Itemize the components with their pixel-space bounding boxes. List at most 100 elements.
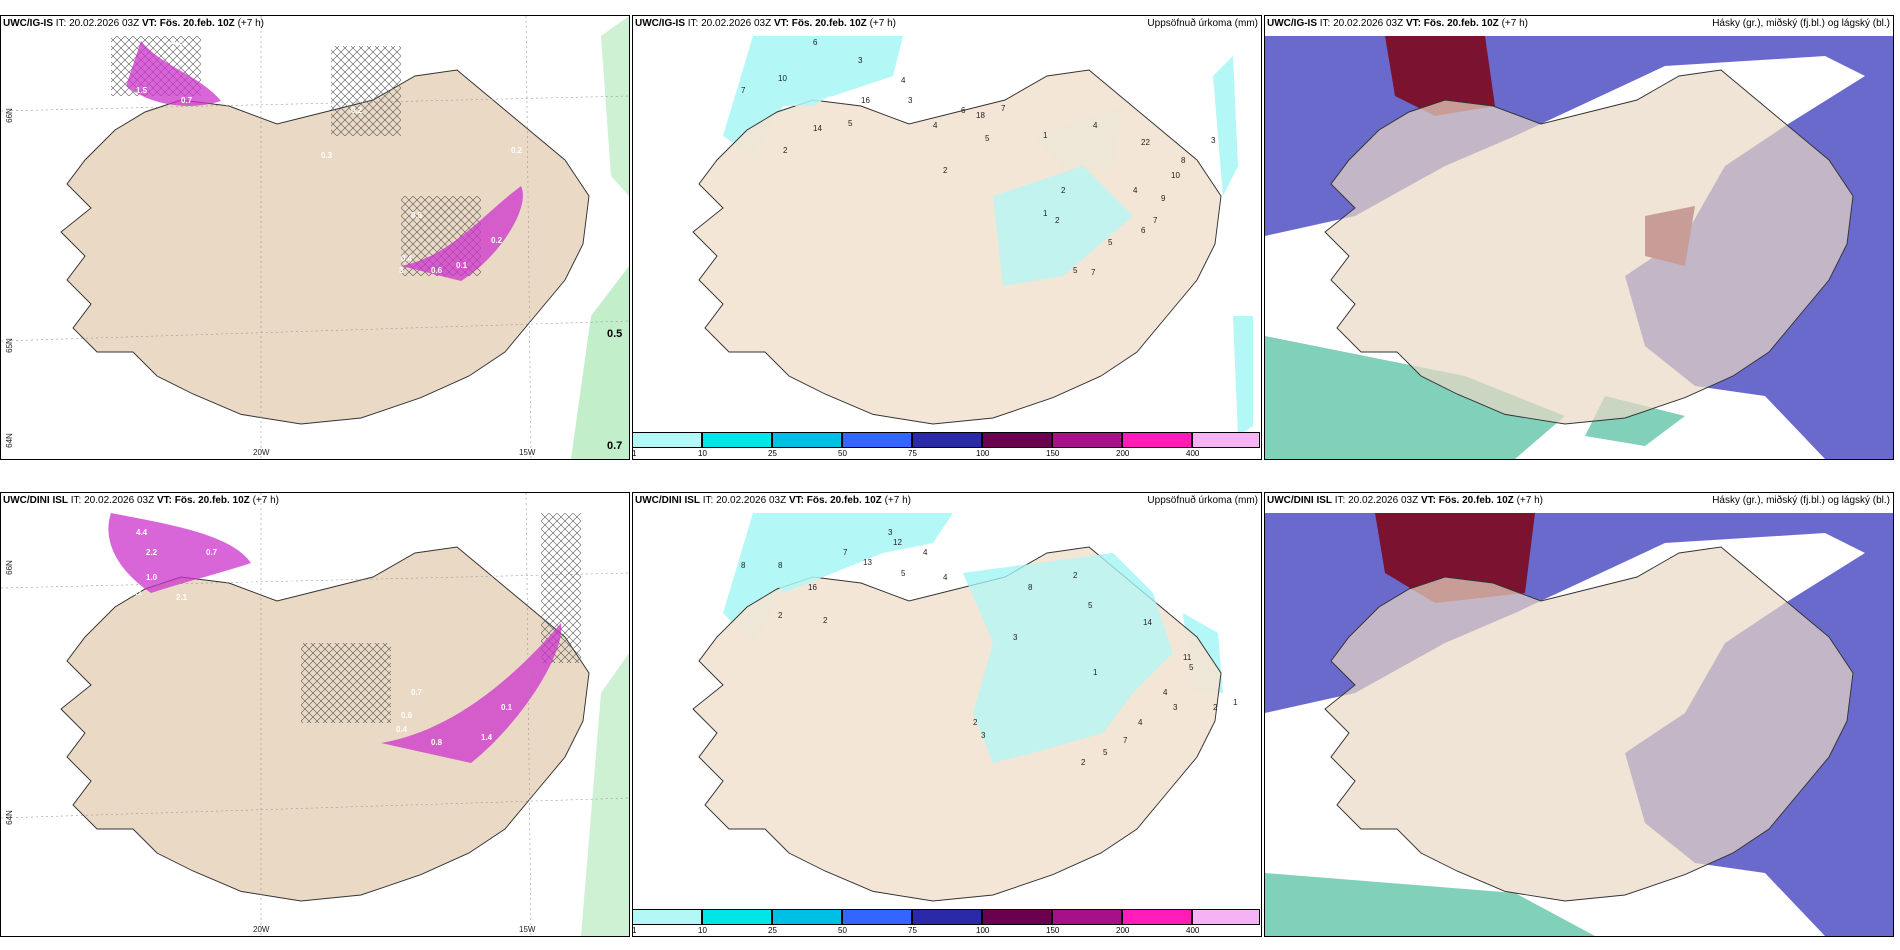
lat-label-64n: 64N [4, 433, 14, 448]
valid-time: VT: Fös. 20.feb. 10Z [773, 18, 867, 29]
valid-time: VT: Fös. 20.feb. 10Z [1405, 18, 1499, 29]
contour-label: 1.5 [136, 86, 148, 95]
init-time: IT: 20.02.2026 03Z [55, 18, 140, 29]
map-wind-dini [1, 493, 629, 936]
precip-label: 7 [1001, 104, 1006, 113]
edge-value-b: 0.7 [607, 440, 623, 452]
precip-label: 22 [1141, 138, 1150, 147]
colorbar-cell [702, 909, 772, 925]
colorbar-cell [1052, 909, 1122, 925]
precip-label: 7 [1091, 268, 1096, 277]
colorbar-cell [982, 432, 1052, 448]
precip-label: 1 [1043, 131, 1048, 140]
model-name: UWC/DINI ISL [3, 495, 68, 506]
colorbar-tick: 100 [976, 926, 990, 935]
precip-label: 3 [1013, 633, 1018, 642]
precip-label: 2 [1073, 571, 1078, 580]
lead-time: (+7 h) [884, 495, 911, 506]
precip-label: 2 [778, 611, 783, 620]
colorbar-cell [982, 909, 1052, 925]
precip-label: 18 [976, 111, 985, 120]
panel-title: UWC/IG-IS IT: 20.02.2026 03Z VT: Fös. 20… [635, 18, 896, 29]
precip-label: 4 [1093, 121, 1098, 130]
lon-label-20w: 20W [253, 448, 270, 457]
precip-label: 5 [1088, 601, 1093, 610]
colorbar-cell [772, 432, 842, 448]
init-time: IT: 20.02.2026 03Z [70, 495, 155, 506]
precip-label: 2 [783, 146, 788, 155]
contour-label: 1.0 [211, 84, 223, 93]
precip-label: 10 [778, 74, 787, 83]
contour-label: 3 [399, 266, 404, 275]
precip-label: 1 [1233, 698, 1238, 707]
lead-time: (+7 h) [237, 18, 264, 29]
model-name: UWC/IG-IS [3, 18, 53, 29]
map-cloud-dini [1265, 493, 1893, 936]
contour-label: 1.0 [146, 573, 158, 582]
lon-label-15w: 15W [519, 448, 536, 457]
precip-label: 4 [1163, 688, 1168, 697]
lead-time: (+7 h) [1501, 18, 1528, 29]
precip-label: 11 [1183, 653, 1192, 662]
colorbar-cell [632, 909, 702, 925]
contour-label: 0.8 [241, 576, 253, 585]
precip-label: 2 [1055, 216, 1060, 225]
init-time: IT: 20.02.2026 03Z [1334, 495, 1419, 506]
field-title: Uppsöfnuð úrkoma (mm) [1147, 18, 1258, 29]
precip-label: 2 [1213, 703, 1218, 712]
contour-label: 0.4 [396, 725, 408, 734]
contour-label: 0.2 [491, 236, 503, 245]
precip-label: 7 [741, 86, 746, 95]
colorbar-tick: 75 [908, 449, 917, 458]
precip-label: 3 [1173, 703, 1178, 712]
panel-title: UWC/DINI ISL IT: 20.02.2026 03Z VT: Fös.… [1267, 495, 1543, 506]
field-title: Hásky (gr.), miðský (fj.bl.) og lágský (… [1712, 18, 1890, 29]
contour-label: 0.3 [321, 151, 333, 160]
contour-label: 0.2 [511, 146, 523, 155]
panel-title: UWC/IG-IS IT: 20.02.2026 03Z VT: Fös. 20… [1267, 18, 1528, 29]
colorbar-tick: 150 [1046, 926, 1060, 935]
precip-label: 7 [1153, 216, 1158, 225]
precip-label: 9 [1161, 194, 1166, 203]
colorbar-cell [1052, 432, 1122, 448]
colorbar-tick: 1 [632, 926, 637, 935]
contour-label: 0.6 [401, 711, 413, 720]
contour-label: 0.7 [206, 548, 218, 557]
valid-time: VT: Fös. 20.feb. 10Z [788, 495, 882, 506]
precip-label: 8 [1181, 156, 1186, 165]
colorbar-cell [912, 909, 982, 925]
lead-time: (+7 h) [1516, 495, 1543, 506]
valid-time: VT: Fös. 20.feb. 10Z [141, 18, 235, 29]
precip-label: 1 [1043, 209, 1048, 218]
colorbar-tick: 75 [908, 926, 917, 935]
colorbar-tick: 150 [1046, 449, 1060, 458]
panel-precip-igis: UWC/IG-IS IT: 20.02.2026 03Z VT: Fös. 20… [632, 15, 1262, 460]
panel-precip-dini: UWC/DINI ISL IT: 20.02.2026 03Z VT: Fös.… [632, 492, 1262, 937]
model-name: UWC/DINI ISL [635, 495, 700, 506]
contour-label: 1.4 [481, 733, 493, 742]
lead-time: (+7 h) [252, 495, 279, 506]
precip-label: 3 [858, 56, 863, 65]
colorbar-cell [1192, 432, 1260, 448]
precip-label: 5 [1108, 238, 1113, 247]
precip-label: 6 [961, 106, 966, 115]
contour-label: 0.5 [291, 578, 303, 587]
contour-label: 4.2 [171, 38, 183, 47]
precip-label: 2 [823, 616, 828, 625]
precip-colorbar: 1 10 25 50 75 100 150 200 400 [632, 432, 1260, 458]
precip-label: 3 [908, 96, 913, 105]
panel-title: UWC/DINI ISL IT: 20.02.2026 03Z VT: Fös.… [3, 495, 279, 506]
precip-label: 4 [1133, 186, 1138, 195]
contour-label: 0.7 [181, 96, 193, 105]
contour-label: 0.5 [411, 211, 423, 220]
colorbar-tick: 50 [838, 926, 847, 935]
precip-label: 2 [943, 166, 948, 175]
precip-label: 2 [973, 718, 978, 727]
precip-label: 8 [778, 561, 783, 570]
map-precip-igis [633, 16, 1261, 459]
model-name: UWC/DINI ISL [1267, 495, 1332, 506]
panel-wind-precip-dini: UWC/DINI ISL IT: 20.02.2026 03Z VT: Fös.… [0, 492, 630, 937]
contour-label: 1.1 [131, 588, 143, 597]
precip-label: 8 [741, 561, 746, 570]
colorbar-tick: 10 [698, 926, 707, 935]
